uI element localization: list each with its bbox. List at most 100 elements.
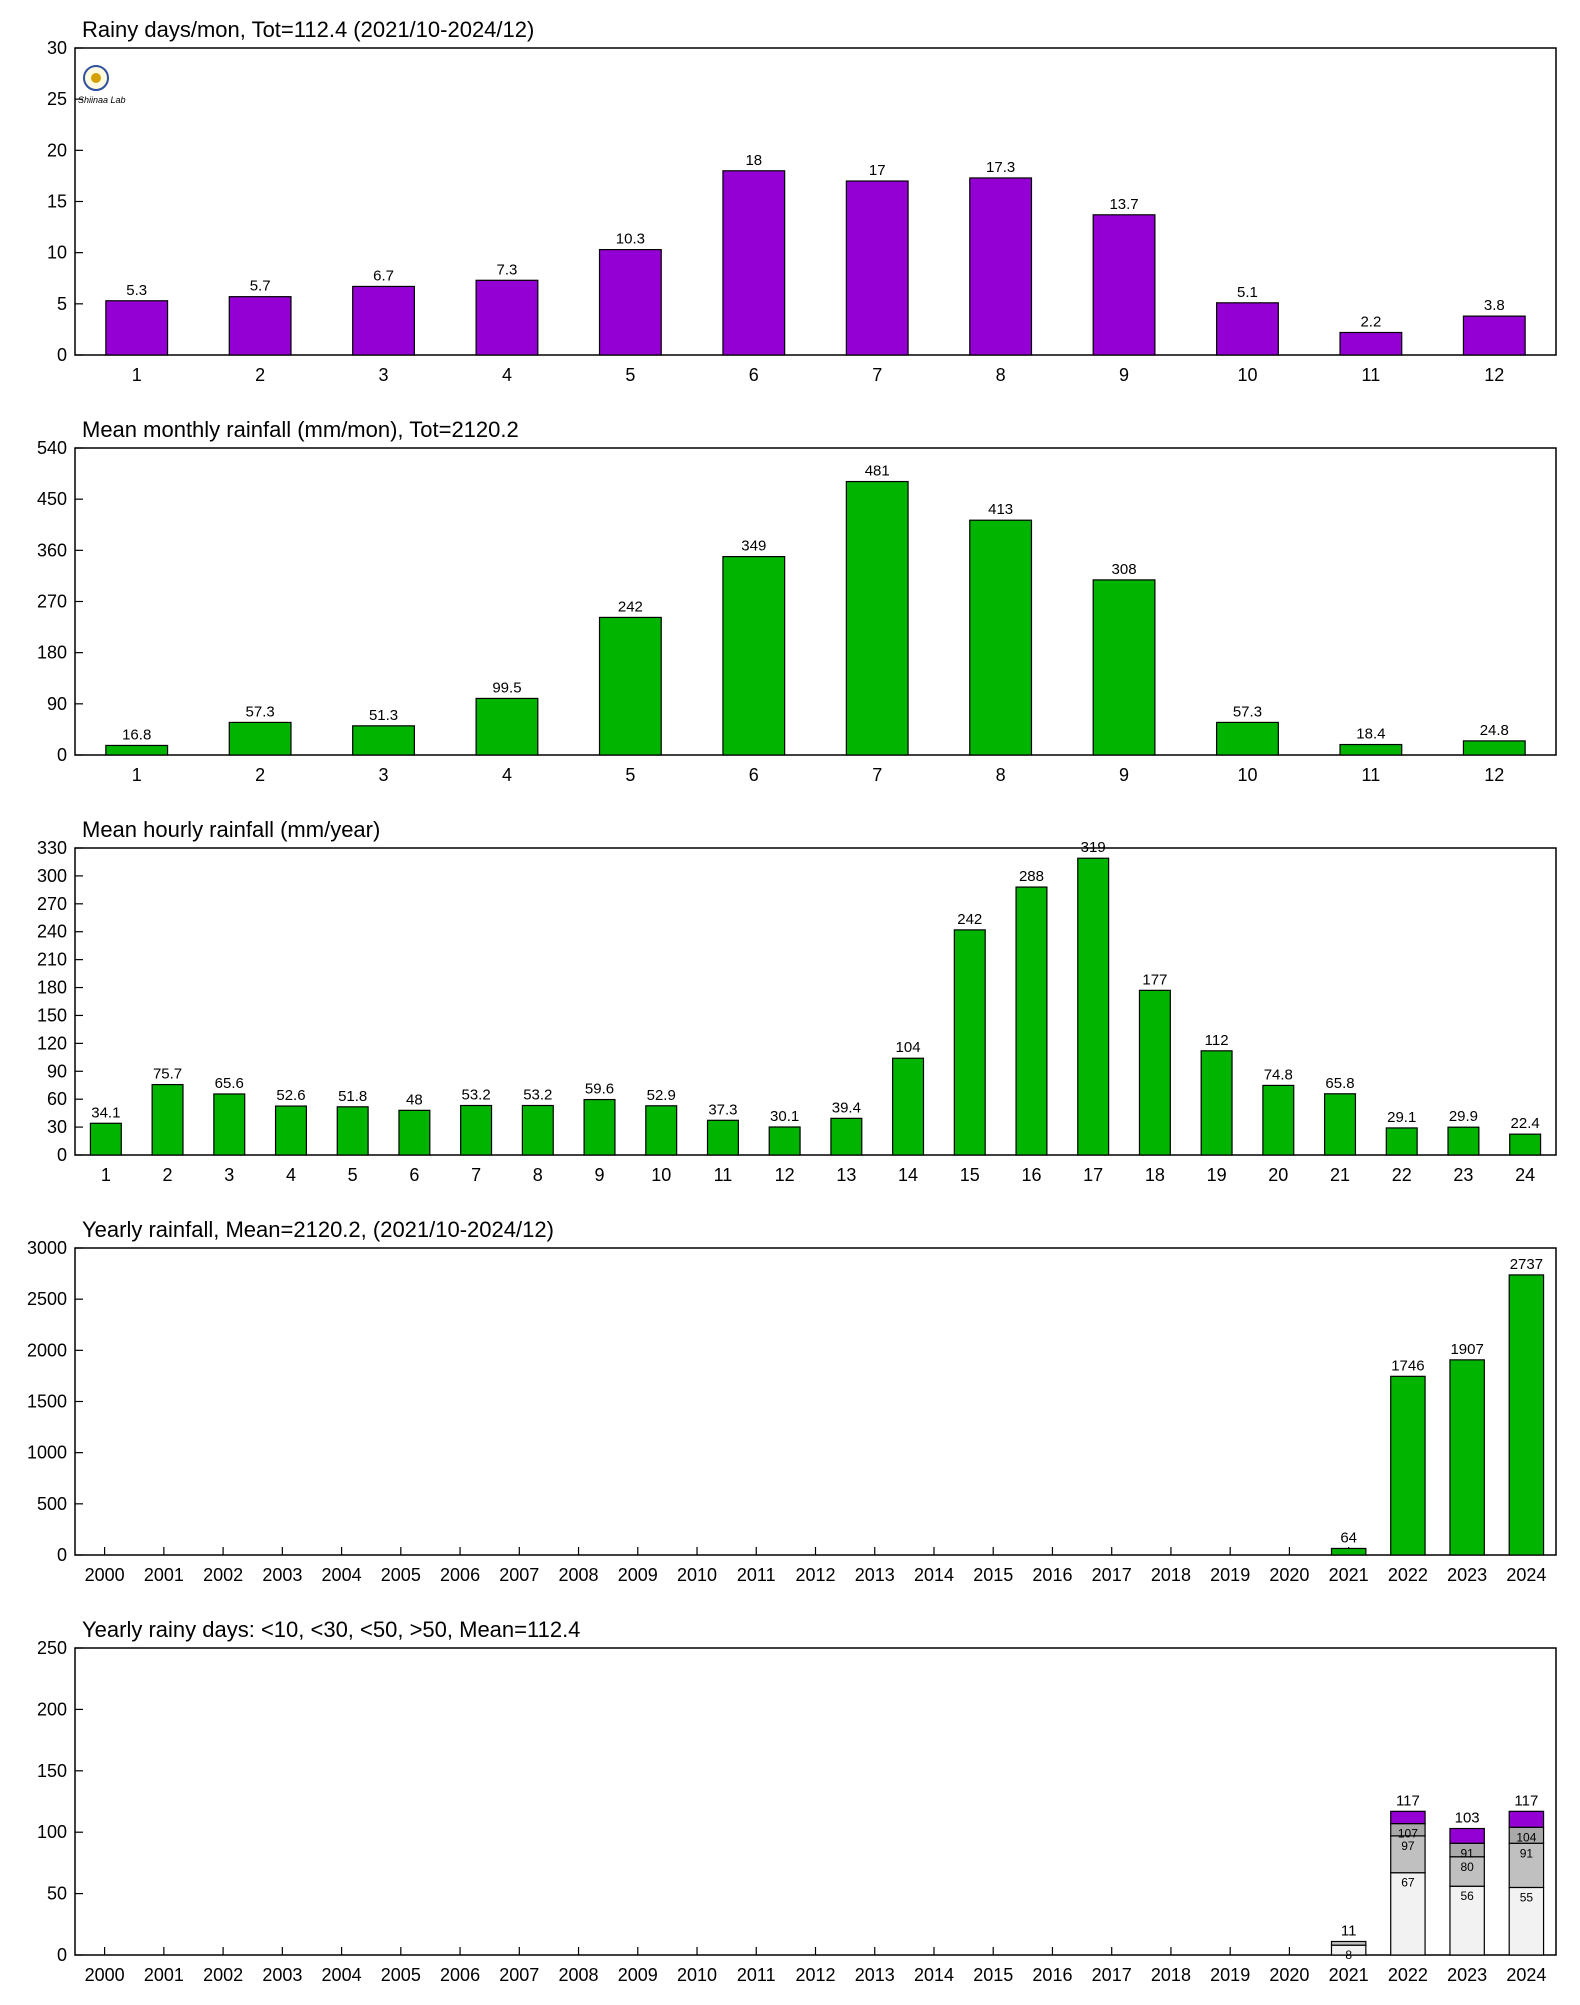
panel-1-xtick-label: 12 [1484,365,1504,385]
panel-1-axes-frame [74,47,1557,356]
logo-badge: Shiinaa Lab [78,65,126,105]
panel-4-bar [1390,1375,1426,1556]
panel-1-xtick-label: 1 [132,365,142,385]
panel-2-bar [475,697,539,756]
panel-5-axes-frame [74,1647,1557,1956]
panel-4-ytick-label: 0 [57,1545,67,1565]
panel-1-data-label: 17.3 [986,159,1015,176]
panel-5-xtick-label: 2017 [1092,1965,1132,1985]
stack-segment [1390,1810,1426,1825]
panel-3-data-label: 53.2 [462,1087,491,1104]
panel-2-xtick-label: 5 [625,765,635,785]
panel-3-bar [1447,1126,1480,1156]
stack-segment [1508,1886,1545,1956]
panel-4-data-label: 1907 [1450,1341,1483,1358]
panel-1-xtick-label: 3 [379,365,389,385]
panel-2-ytick-label: 180 [37,643,67,663]
stack-segment [1449,1827,1485,1844]
panel-2-data-label: 99.5 [492,679,521,696]
panel-4-xtick-label: 2000 [85,1565,125,1585]
panel-3-xtick-label: 8 [533,1165,543,1185]
stack-segment-label: 104 [1516,1830,1536,1844]
panel-5-xtick-label: 2003 [262,1965,302,1985]
panel-2-bar [722,555,786,756]
panel-1-data-label: 10.3 [616,231,645,248]
panel-1-ytick-label: 20 [47,140,67,160]
panel-2-xtick-label: 1 [132,765,142,785]
stack-total-label: 11 [1341,1922,1357,1939]
panel-3-data-label: 288 [1019,868,1044,885]
panel-3-xtick-label: 17 [1083,1165,1103,1185]
panel-2-xtick-label: 8 [996,765,1006,785]
panel-5-xtick-label: 2019 [1210,1965,1250,1985]
panel-1-bar [105,300,169,356]
panel-5-xtick-label: 2000 [85,1965,125,1985]
panel-3-data-label: 52.6 [276,1087,305,1104]
panel-3-data-label: 177 [1142,971,1167,988]
panel-3-xtick-label: 16 [1021,1165,1041,1185]
panel-4-ytick-label: 2000 [27,1340,67,1360]
panel-2-data-label: 349 [741,538,766,555]
panel-4-ytick-label: 2500 [27,1289,67,1309]
panel-1-title: Rainy days/mon, Tot=112.4 (2021/10-2024/… [82,17,534,42]
panel-3-bar [1138,989,1171,1156]
panel-3-ytick-label: 300 [37,866,67,886]
panel-4-xtick-label: 2001 [144,1565,184,1585]
panel-3-xtick-label: 4 [286,1165,296,1185]
panel-4-bar [1508,1274,1545,1556]
stack-segment [1390,1872,1426,1956]
panel-4-xtick-label: 2011 [737,1565,776,1585]
panel-2-xtick-label: 10 [1237,765,1257,785]
panel-2-xtick-label: 6 [749,765,759,785]
panel-1-ytick-label: 25 [47,89,67,109]
panel-3-bar [336,1106,369,1156]
panel-3-bar [521,1104,554,1156]
panel-3-ytick-label: 30 [47,1117,67,1137]
panel-4-xtick-label: 2018 [1151,1565,1191,1585]
panel-2-xtick-label: 9 [1119,765,1129,785]
panel-5-ytick-label: 250 [37,1638,67,1658]
panel-1-ytick-label: 0 [57,345,67,365]
panel-1-bar [1462,315,1526,356]
panel-3-title: Mean hourly rainfall (mm/year) [82,817,380,842]
stack-segment [1508,1810,1545,1828]
panel-1-data-label: 17 [869,162,886,179]
panel-2-data-label: 308 [1112,561,1137,578]
panel-3-bar [274,1105,308,1156]
panel-2-bar [105,744,169,756]
panel-5-xtick-label: 2012 [795,1965,835,1985]
panel-1-xtick-label: 4 [502,365,512,385]
panel-2-bar [352,725,415,756]
panel-3-xtick-label: 23 [1453,1165,1473,1185]
stack-segment-label: 67 [1401,1876,1415,1890]
panel-2-ytick-label: 360 [37,540,67,560]
panel-3-bar [583,1098,616,1156]
panel-3-xtick-label: 24 [1515,1165,1535,1185]
panel-3-data-label: 34.1 [91,1104,120,1121]
panel-4-xtick-label: 2019 [1210,1565,1250,1585]
panel-2-xtick-label: 2 [255,765,265,785]
panel-3-bar [892,1057,925,1156]
panel-1-ytick-label: 15 [47,192,67,212]
panel-2-ytick-label: 540 [37,438,67,458]
stack-total-label: 117 [1514,1792,1538,1809]
logo-seal-center [91,73,101,83]
panel-3-data-label: 104 [896,1039,921,1056]
panel-1-bar [722,170,786,356]
panel-1-bar [228,296,292,356]
panel-4-bar [1330,1547,1367,1556]
panel-2-ytick-label: 450 [37,489,67,509]
panel-3-bar [213,1093,246,1156]
panel-2-ytick-label: 270 [37,592,67,612]
stack-segment [1390,1835,1426,1874]
panel-4-xtick-label: 2015 [973,1565,1013,1585]
panel-1-data-label: 2.2 [1360,313,1381,330]
panel-3-ytick-label: 120 [37,1033,67,1053]
panel-3-xtick-label: 13 [836,1165,856,1185]
stack-total-label: 103 [1455,1810,1480,1827]
panel-1-xtick-label: 6 [749,365,759,385]
panel-1-xtick-label: 2 [255,365,265,385]
panel-5-xtick-label: 2009 [618,1965,658,1985]
panel-3-xtick-label: 2 [163,1165,173,1185]
panel-4-xtick-label: 2014 [914,1565,954,1585]
